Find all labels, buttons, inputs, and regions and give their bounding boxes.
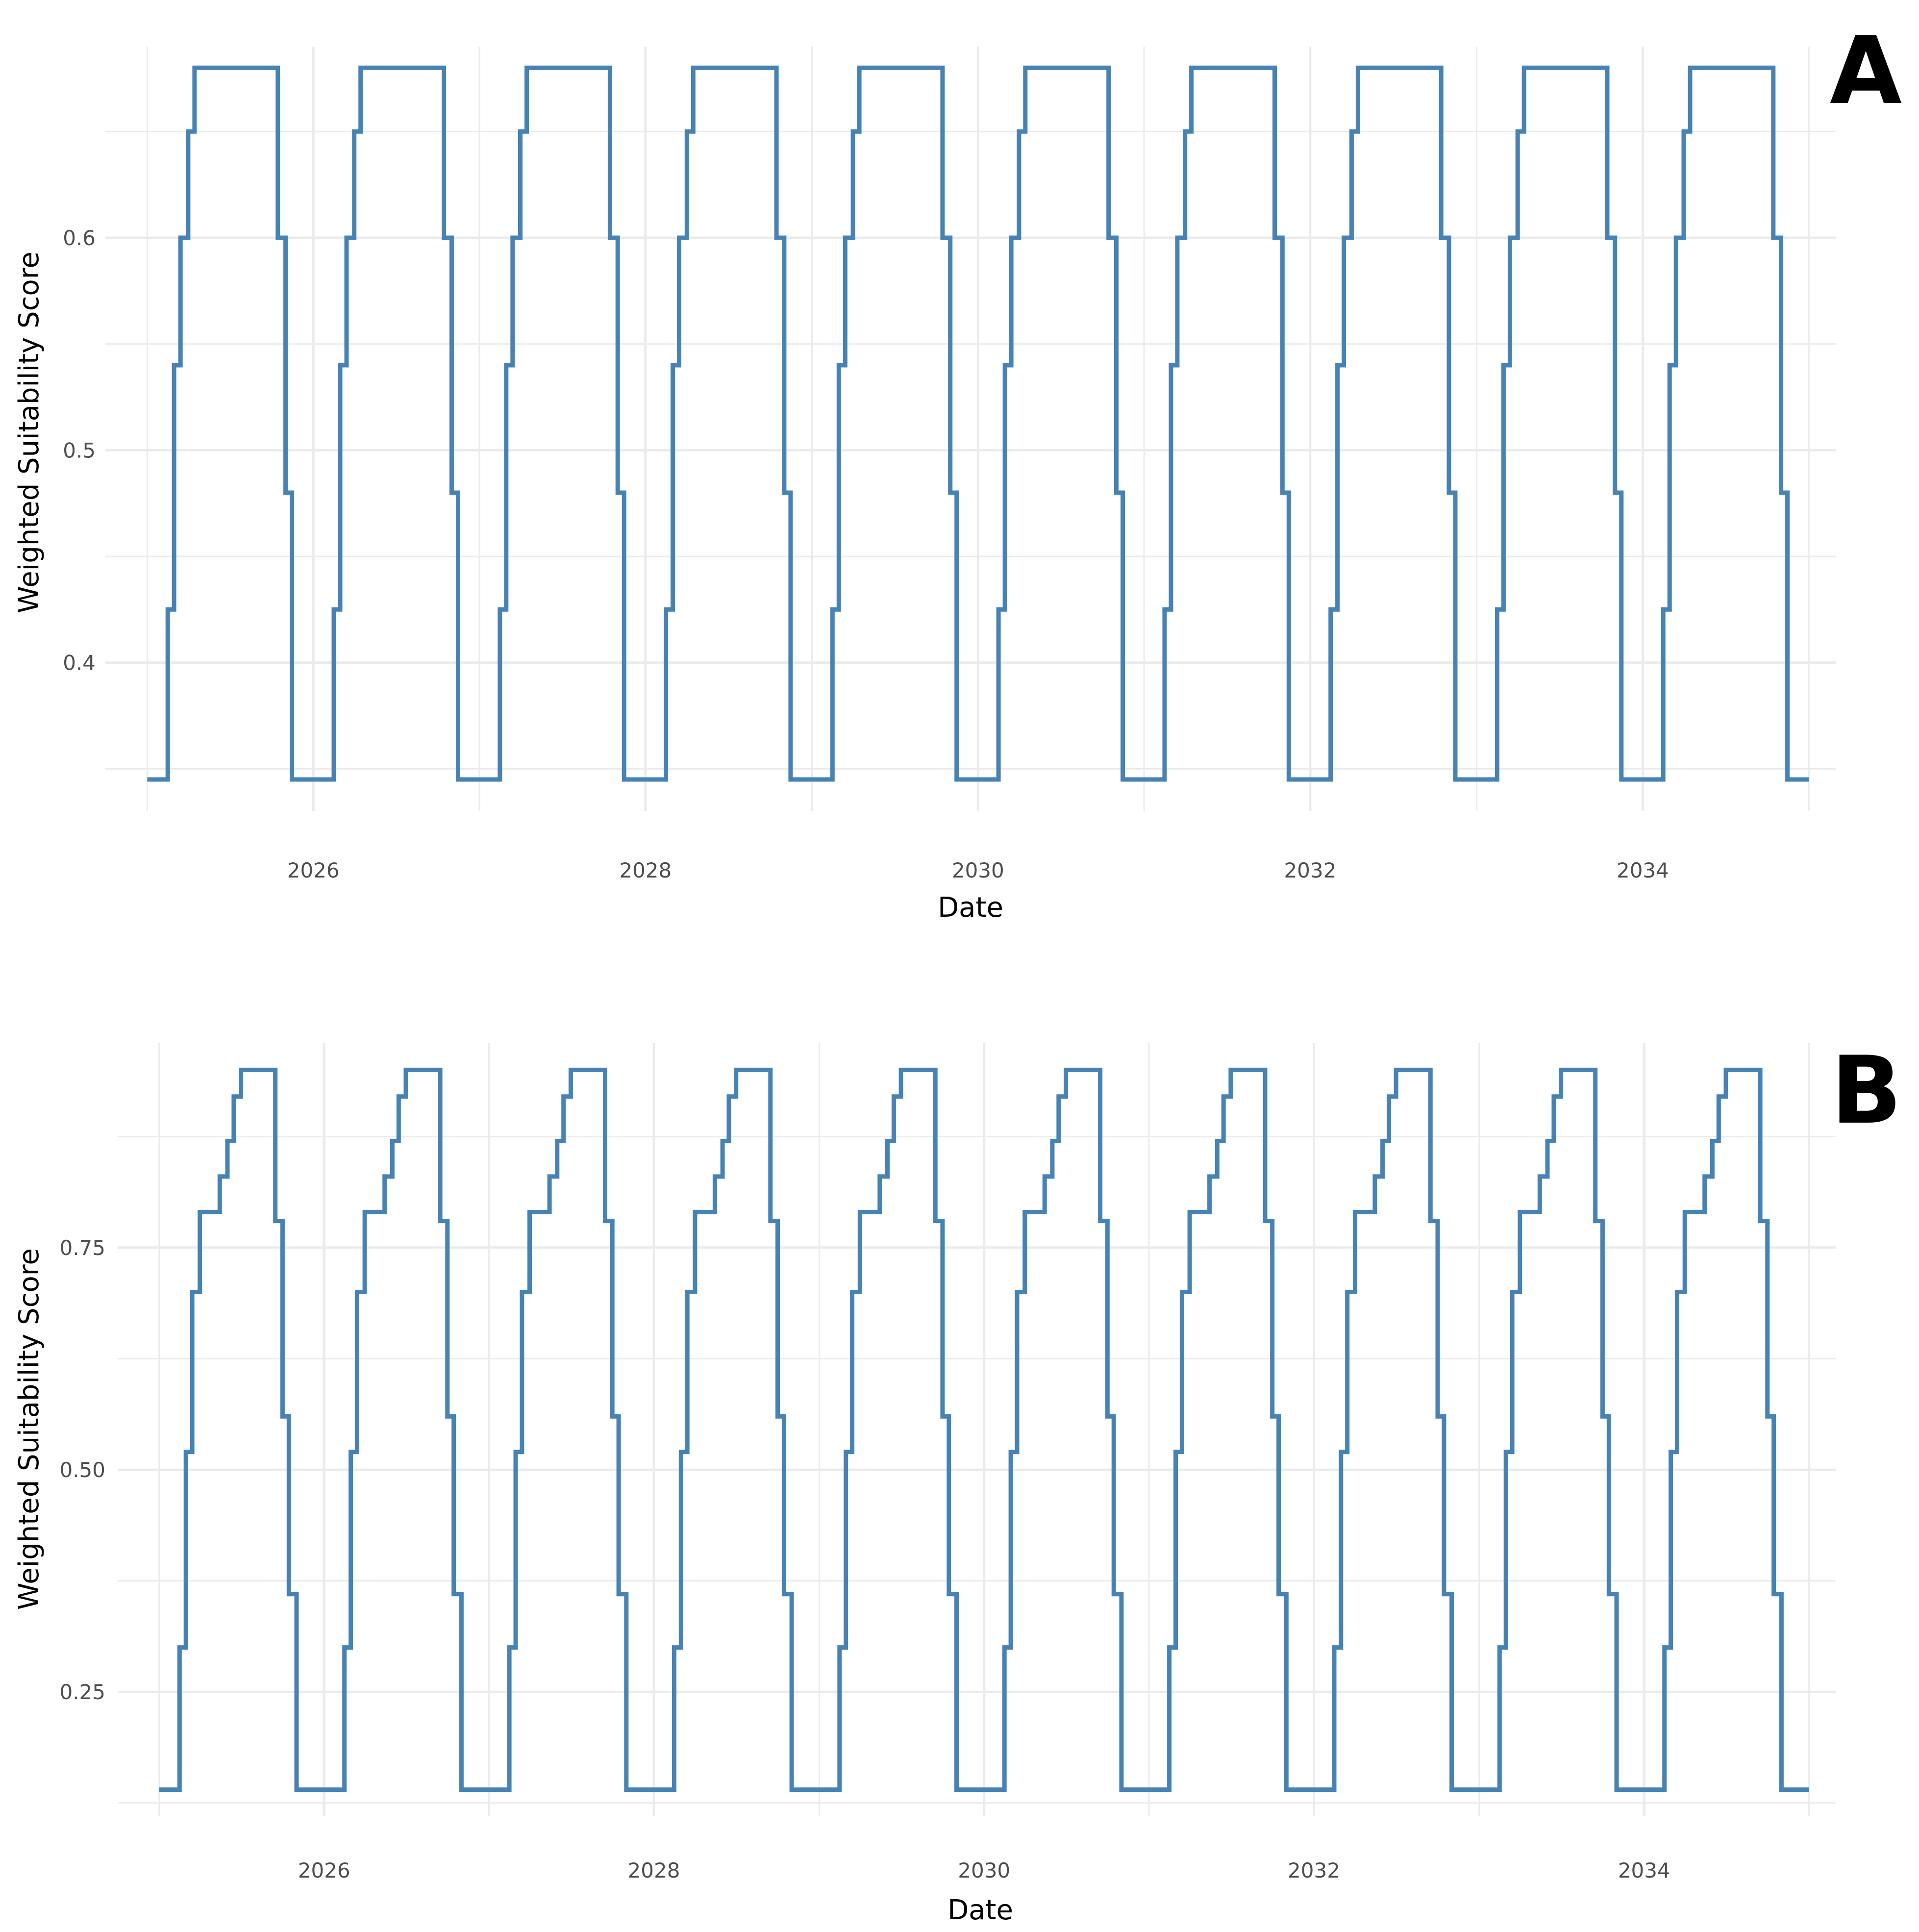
panel-b-x-axis-title: Date: [947, 1894, 1013, 1926]
panel-a-x-axis-title: Date: [938, 892, 1003, 924]
panel-b-grid: [118, 1043, 1836, 1816]
panel-a-grid: [105, 47, 1836, 811]
x-tick-label: 2030: [958, 1858, 1010, 1882]
panel-a: 0.4 0.5 0.6 2026 2028 2030 2032 2034 Date Weig…: [13, 17, 1902, 924]
series-line: [147, 65, 1809, 782]
panel-b-series: [159, 1067, 1809, 1792]
y-tick-label: 0.5: [63, 438, 96, 462]
x-tick-label: 2030: [952, 858, 1004, 882]
x-tick-label: 2026: [298, 1858, 350, 1882]
x-tick-label: 2028: [628, 1858, 680, 1882]
x-tick-label: 2026: [287, 858, 340, 882]
y-tick-label: 0.50: [59, 1458, 105, 1482]
panel-b-label: B: [1831, 1036, 1902, 1145]
y-tick-label: 0.6: [63, 226, 96, 250]
panel-b-x-ticks: 2026 2028 2030 2032 2034: [298, 1858, 1670, 1882]
panel-b-y-axis-title: Weighted Suitability Score: [13, 1248, 45, 1610]
x-tick-label: 2032: [1288, 1858, 1340, 1882]
panel-a-series: [147, 65, 1809, 782]
x-tick-label: 2034: [1618, 1858, 1670, 1882]
x-tick-label: 2028: [619, 858, 672, 882]
y-tick-label: 0.75: [59, 1236, 105, 1260]
panel-b: 0.25 0.50 0.75 2026 2028 2030 2032 2034 Date W…: [13, 1036, 1902, 1926]
series-line: [159, 1067, 1809, 1792]
panel-a-label: A: [1830, 17, 1902, 125]
x-tick-label: 2034: [1617, 858, 1669, 882]
y-tick-label: 0.25: [59, 1680, 105, 1704]
y-tick-label: 0.4: [63, 651, 96, 675]
x-tick-label: 2032: [1284, 858, 1336, 882]
panel-a-y-ticks: 0.4 0.5 0.6: [63, 226, 96, 675]
panel-a-y-axis-title: Weighted Suitability Score: [13, 251, 45, 613]
panel-a-x-ticks: 2026 2028 2030 2032 2034: [287, 858, 1669, 882]
panel-b-y-ticks: 0.25 0.50 0.75: [59, 1236, 105, 1704]
